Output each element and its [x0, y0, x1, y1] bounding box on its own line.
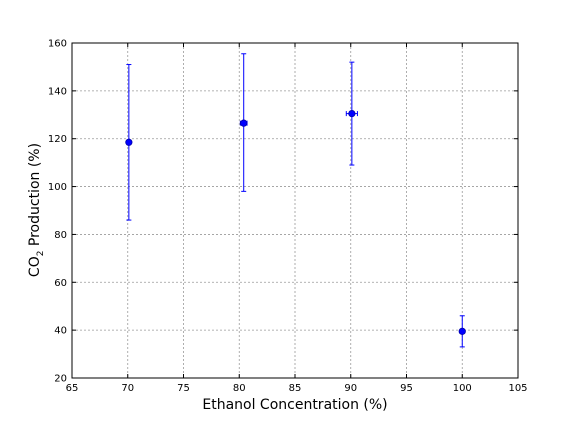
y-axis-title-pre: CO [27, 256, 43, 277]
data-point [348, 109, 356, 118]
x-axis-title: Ethanol Concentration (%) [202, 397, 387, 413]
x-tick-label: 95 [400, 383, 413, 394]
y-tick-label: 120 [48, 134, 67, 145]
data-point [240, 119, 248, 127]
data-points [125, 109, 466, 335]
x-tick-label: 70 [121, 383, 134, 394]
y-tick-label: 60 [54, 278, 67, 289]
y-tick-label: 80 [54, 230, 67, 241]
y-axis-title: CO2 Production (%) [27, 143, 46, 277]
data-point [458, 327, 466, 335]
data-point [125, 138, 133, 146]
y-axis-title-post: Production (%) [27, 143, 43, 251]
y-tick-label: 140 [48, 86, 67, 97]
error-bars [126, 53, 465, 348]
grid-lines [72, 43, 518, 378]
x-tick-label: 100 [453, 383, 472, 394]
x-tick-labels: 65 70 75 80 85 90 95 100 105 [66, 383, 528, 394]
x-tick-label: 85 [289, 383, 302, 394]
y-tick-label: 20 [54, 374, 67, 385]
x-tick-label: 65 [66, 383, 79, 394]
x-tick-label: 75 [177, 383, 190, 394]
x-tick-label: 90 [344, 383, 357, 394]
y-tick-label: 100 [48, 182, 67, 193]
y-tick-label: 160 [48, 39, 67, 50]
plot-frame [71, 42, 519, 379]
x-tick-label: 80 [233, 383, 246, 394]
y-axis-title-sub: 2 [36, 251, 46, 257]
x-tick-label: 105 [508, 383, 527, 394]
y-tick-label: 40 [54, 326, 67, 337]
y-tick-labels: 20 40 60 80 100 120 140 160 [48, 39, 67, 385]
